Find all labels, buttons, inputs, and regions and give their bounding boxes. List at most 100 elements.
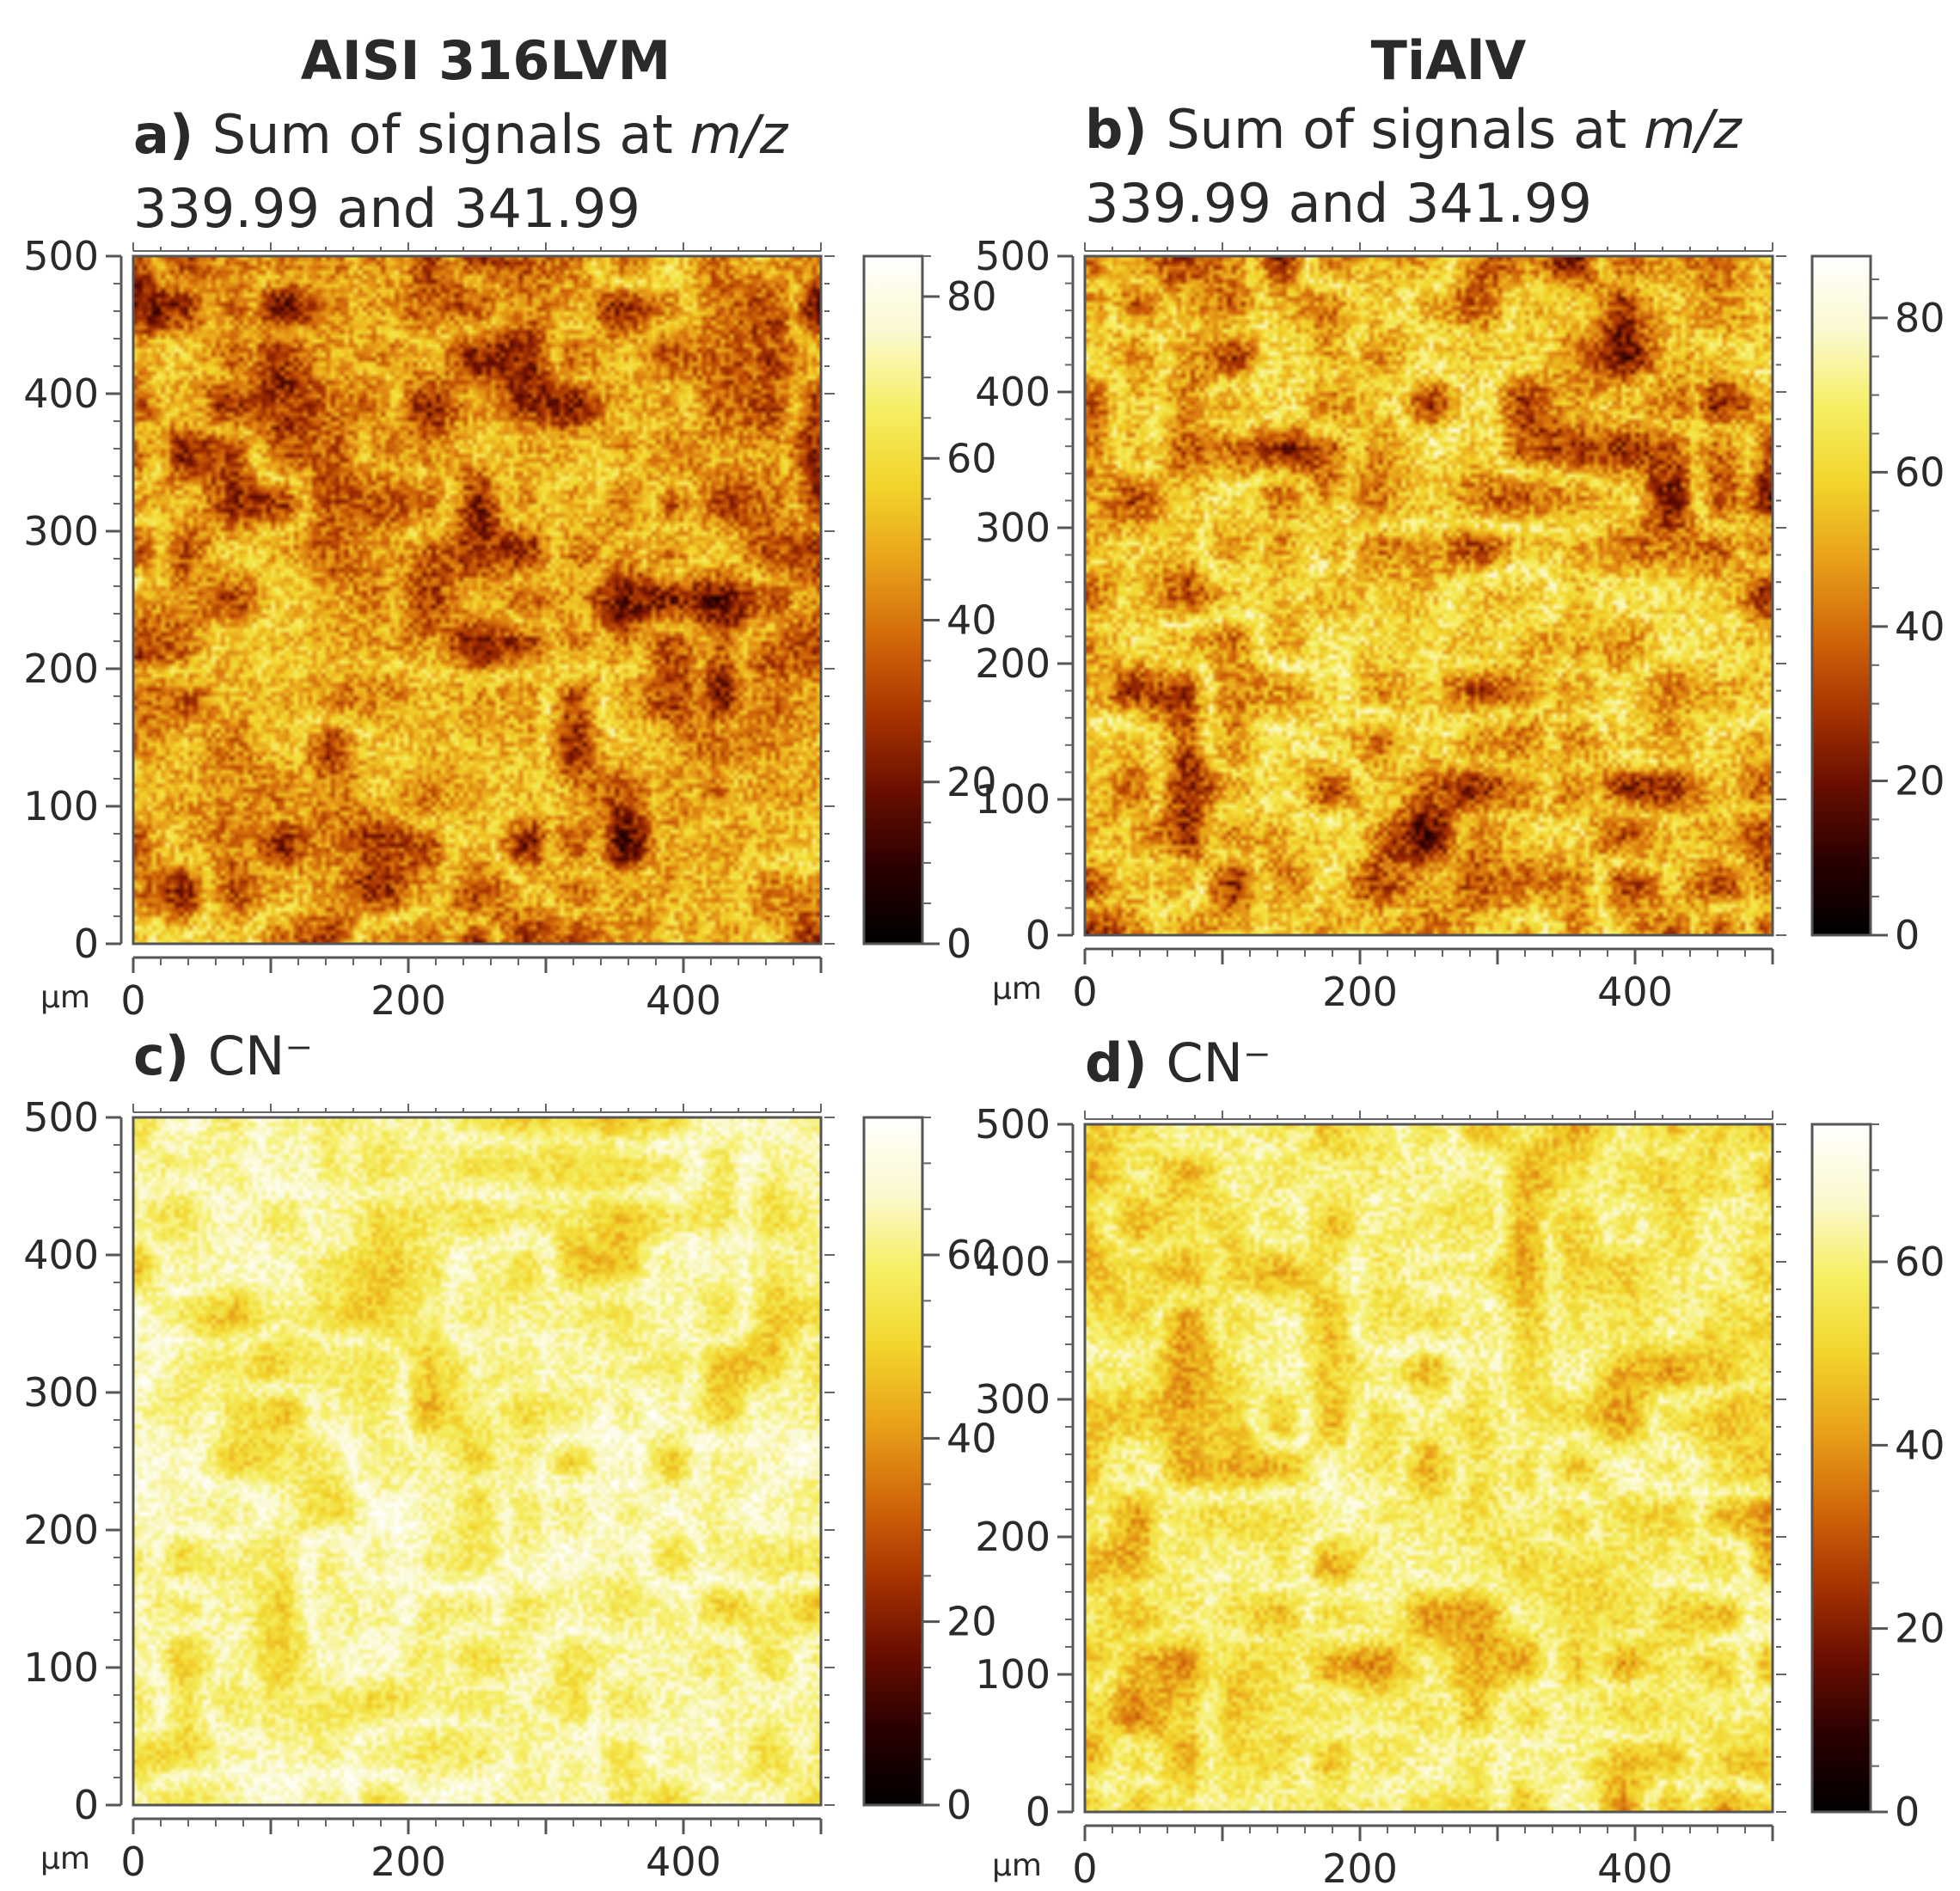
x-tick-label: 200 — [371, 977, 446, 1024]
panel-title-line: c) CN⁻ — [133, 1025, 313, 1087]
colorbar-tick-label: 40 — [1895, 603, 1945, 650]
colorbar-tick-label: 40 — [946, 1415, 997, 1461]
x-unit-label: µm — [992, 1848, 1042, 1883]
panel-c-heatmap — [132, 1116, 823, 1807]
colorbar-tick-label: 20 — [946, 1599, 997, 1645]
y-tick-label: 100 — [975, 1651, 1050, 1698]
colorbar-gradient — [862, 1116, 924, 1807]
panel-letter: b) — [1085, 98, 1166, 161]
column-heading-right: TiAlV — [1371, 29, 1527, 92]
panel-title-line: b) Sum of signals at m/z — [1085, 98, 1743, 161]
colorbar-tick-label: 60 — [1895, 1239, 1945, 1285]
heatmap-image — [1085, 1124, 1773, 1812]
panel-a-axes: 0 200 400 0 100 200 300 400 500 µm — [23, 233, 835, 1024]
x-tick-label: 0 — [120, 977, 145, 1024]
panel-d-colorbar: 0 20 40 60 — [1810, 1123, 1945, 1835]
y-tick-label: 0 — [1026, 1789, 1050, 1835]
panel-a-heatmap — [132, 254, 823, 946]
colorbar-tick-label: 40 — [946, 597, 997, 644]
y-tick-label: 0 — [74, 1782, 99, 1828]
y-tick-label: 0 — [1026, 912, 1050, 958]
y-tick-label: 400 — [975, 369, 1050, 415]
x-tick-label: 0 — [1072, 1845, 1097, 1891]
panel-b-colorbar: 0 20 40 60 80 — [1810, 254, 1945, 958]
x-tick-label: 200 — [371, 1839, 446, 1885]
y-tick-label: 300 — [23, 1369, 99, 1416]
panel-title-line: d) CN⁻ — [1085, 1031, 1271, 1094]
panel-letter: d) — [1085, 1031, 1166, 1094]
y-tick-label: 400 — [975, 1239, 1050, 1285]
y-tick-label: 200 — [23, 646, 99, 692]
x-tick-label: 0 — [120, 1839, 145, 1885]
panel-c-title: c) CN⁻ — [133, 1025, 313, 1087]
y-tick-label: 200 — [23, 1507, 99, 1553]
y-tick-label: 500 — [23, 1094, 99, 1141]
y-tick-label: 300 — [975, 1376, 1050, 1423]
heatmap-image — [1085, 256, 1773, 935]
plot-frame — [1083, 254, 1774, 937]
colorbar-tick-label: 0 — [1895, 1789, 1920, 1835]
panel-title-line: 339.99 and 341.99 — [1085, 172, 1592, 235]
colorbar-gradient — [862, 254, 924, 946]
x-unit-label: µm — [992, 971, 1042, 1007]
x-tick-label: 0 — [1072, 969, 1097, 1015]
colorbar-tick-label: 0 — [946, 1782, 971, 1828]
x-tick-label: 400 — [1597, 1845, 1673, 1891]
panel-letter: a) — [133, 103, 212, 166]
colorbar-tick-label: 60 — [946, 435, 997, 481]
y-tick-label: 100 — [23, 1644, 99, 1691]
plot-frame — [132, 254, 823, 946]
colorbar-tick-label: 80 — [1895, 295, 1945, 341]
heatmap-image — [133, 1117, 821, 1805]
heatmap-image — [133, 256, 821, 944]
x-tick-label: 400 — [1597, 969, 1673, 1015]
y-tick-label: 200 — [975, 1514, 1050, 1560]
y-tick-label: 0 — [74, 921, 99, 967]
y-tick-label: 300 — [975, 505, 1050, 551]
panel-c: c) CN⁻ 0 200 400 0 100 200 300 400 500 µm 0 20 40 60 — [23, 1025, 996, 1885]
panel-b-axes: 0 200 400 0 100 200 300 400 500 µm — [975, 233, 1786, 1015]
panel-d: d) CN⁻ 0 200 400 0 100 200 300 400 500 µm 0 20 40 60 — [975, 1031, 1945, 1891]
y-tick-label: 400 — [23, 370, 99, 417]
colorbar-tick-label: 20 — [1895, 757, 1945, 804]
y-tick-label: 200 — [975, 640, 1050, 687]
column-heading-left: AISI 316LVM — [301, 29, 671, 92]
x-tick-label: 400 — [646, 1839, 721, 1885]
y-tick-label: 500 — [975, 1101, 1050, 1147]
panel-a: a) Sum of signals at m/z 339.99 and 341.9… — [23, 103, 996, 1024]
colorbar-tick-label: 60 — [946, 1232, 997, 1278]
panel-letter: c) — [133, 1025, 208, 1087]
panel-d-heatmap — [1083, 1123, 1774, 1814]
panel-title-line: a) Sum of signals at m/z — [133, 103, 789, 166]
y-tick-label: 500 — [23, 233, 99, 279]
panel-a-colorbar: 0 20 40 60 80 — [862, 254, 997, 967]
colorbar-tick-label: 0 — [1895, 912, 1920, 958]
colorbar-tick-label: 60 — [1895, 449, 1945, 495]
panel-title-line: 339.99 and 341.99 — [133, 177, 640, 240]
plot-frame — [132, 1116, 823, 1807]
panel-c-colorbar: 0 20 40 60 — [862, 1116, 997, 1828]
panel-d-title: d) CN⁻ — [1085, 1031, 1271, 1094]
colorbar-tick-label: 0 — [946, 921, 971, 967]
x-unit-label: µm — [40, 980, 90, 1015]
x-tick-label: 200 — [1322, 969, 1398, 1015]
colorbar-tick-label: 40 — [1895, 1422, 1945, 1468]
x-tick-label: 200 — [1322, 1845, 1398, 1891]
panel-d-axes: 0 200 400 0 100 200 300 400 500 µm — [975, 1101, 1786, 1891]
panel-b: b) Sum of signals at m/z 339.99 and 341.9… — [975, 98, 1945, 1015]
x-tick-label: 400 — [646, 977, 721, 1024]
y-tick-label: 400 — [23, 1232, 99, 1278]
panel-a-title: a) Sum of signals at m/z 339.99 and 341.9… — [133, 103, 789, 240]
plot-frame — [1083, 1123, 1774, 1814]
colorbar-gradient — [1810, 254, 1872, 937]
colorbar-gradient — [1810, 1123, 1872, 1814]
colorbar-tick-label: 20 — [1895, 1606, 1945, 1652]
y-tick-label: 500 — [975, 233, 1050, 279]
colorbar-tick-label: 20 — [946, 759, 997, 805]
y-tick-label: 100 — [23, 783, 99, 829]
colorbar-tick-label: 80 — [946, 273, 997, 320]
panel-b-title: b) Sum of signals at m/z 339.99 and 341.9… — [1085, 98, 1743, 235]
y-tick-label: 300 — [23, 508, 99, 554]
panel-c-axes: 0 200 400 0 100 200 300 400 500 µm — [23, 1094, 835, 1885]
